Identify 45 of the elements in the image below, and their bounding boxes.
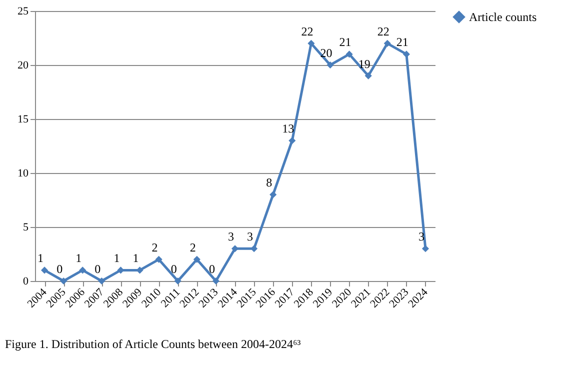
- point: [98, 277, 106, 285]
- point: [40, 266, 48, 274]
- y-tick-label: 5: [23, 222, 29, 234]
- point: [60, 277, 68, 285]
- point: [326, 61, 334, 69]
- data-label: 0: [94, 262, 101, 276]
- point: [422, 245, 430, 252]
- point: [193, 256, 200, 263]
- y-tick-label: 0: [23, 276, 29, 288]
- point: [288, 137, 296, 144]
- caption: Figure 1. Distribution of Article Counts between 2004-2024⁶³: [5, 337, 302, 352]
- point: [402, 50, 410, 58]
- data-label: 1: [132, 251, 139, 266]
- data-label: 20: [320, 46, 332, 60]
- y-tick-label: 20: [18, 60, 29, 72]
- point: [155, 256, 162, 263]
- point: [384, 40, 391, 47]
- y-tick-label: 10: [18, 168, 29, 180]
- point: [174, 277, 182, 285]
- data-label: 22: [301, 24, 314, 38]
- data-label: 2: [152, 240, 158, 254]
- data-label: 0: [208, 262, 215, 276]
- point: [212, 277, 220, 285]
- point: [308, 40, 315, 47]
- data-label: 1: [114, 251, 120, 266]
- data-label: 1: [76, 251, 82, 266]
- point: [270, 191, 277, 198]
- data-label: 2: [190, 240, 196, 254]
- data-label: 22: [377, 24, 390, 38]
- data-label: 21: [396, 35, 408, 50]
- data-label: 1: [38, 251, 44, 266]
- point: [250, 245, 258, 252]
- data-label: 3: [228, 230, 234, 244]
- data-label: 8: [266, 176, 272, 190]
- data-label: 0: [170, 262, 177, 276]
- data-label: 0: [56, 262, 63, 276]
- point: [346, 50, 353, 58]
- data-label: 19: [358, 56, 370, 71]
- legend-label: Article counts: [469, 10, 537, 24]
- point: [364, 72, 372, 80]
- data-label: 21: [339, 35, 352, 50]
- y-tick-label: 25: [18, 6, 29, 18]
- y-tick-label: 15: [18, 114, 29, 126]
- data-label: 3: [247, 230, 254, 244]
- point: [79, 266, 86, 274]
